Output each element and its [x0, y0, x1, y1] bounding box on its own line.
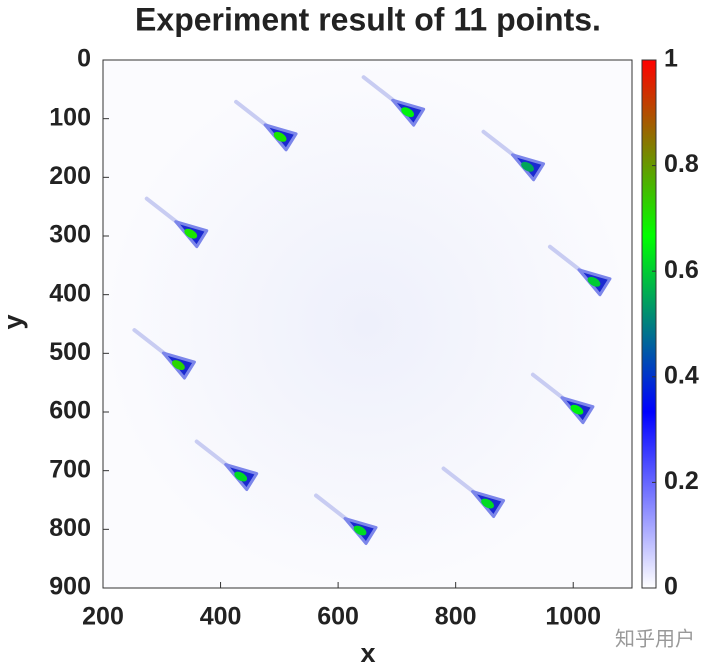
- colorbar-tick-label: 1: [664, 45, 678, 73]
- plot-frame: [102, 59, 633, 589]
- spot: [441, 466, 506, 519]
- y-tick-label: 600: [49, 397, 91, 425]
- y-tick-label: 100: [49, 103, 91, 131]
- x-tick-label: 800: [435, 603, 477, 631]
- spot-core: [184, 228, 198, 239]
- spot-core: [521, 161, 534, 172]
- x-tick-label: 600: [317, 603, 359, 631]
- spot-core: [273, 131, 287, 142]
- spot: [547, 244, 612, 297]
- spot: [530, 372, 595, 425]
- spot: [234, 99, 298, 152]
- colorbar-tick-label: 0: [664, 573, 678, 601]
- colorbar-tick-label: 0.6: [664, 256, 699, 284]
- colorbar: [641, 59, 657, 589]
- y-tick-label: 300: [49, 221, 91, 249]
- x-tick-label: 200: [82, 603, 124, 631]
- spot: [144, 196, 209, 249]
- y-tick-label: 900: [49, 573, 91, 601]
- spot-core: [587, 276, 601, 287]
- spot: [194, 439, 259, 492]
- y-axis-label: y: [0, 314, 28, 329]
- spot: [314, 493, 378, 546]
- y-tick-label: 200: [49, 162, 91, 190]
- y-tick-label: 700: [49, 455, 91, 483]
- y-tick-label: 800: [49, 514, 91, 542]
- x-tick-label: 1000: [545, 603, 601, 631]
- spot-core: [172, 360, 185, 370]
- spot-core: [353, 525, 367, 536]
- colorbar-tick-label: 0.4: [664, 361, 699, 389]
- x-tick-label: 400: [200, 603, 242, 631]
- spot-core: [570, 404, 584, 415]
- x-axis-label: x: [360, 638, 375, 668]
- watermark: 知乎用户: [615, 627, 695, 650]
- chart-title: Experiment result of 11 points.: [135, 1, 601, 37]
- plot-background: [103, 60, 632, 588]
- spot-core: [481, 498, 494, 509]
- y-tick-label: 0: [77, 45, 91, 73]
- colorbar-tick-label: 0.2: [664, 467, 699, 495]
- spot-core: [234, 471, 248, 482]
- spot: [481, 129, 546, 182]
- spot: [361, 75, 426, 127]
- colorbar-tick-label: 0.8: [664, 150, 699, 178]
- y-tick-label: 500: [49, 338, 91, 366]
- spot: [132, 328, 196, 380]
- y-tick-label: 400: [49, 279, 91, 307]
- spot-core: [401, 107, 415, 118]
